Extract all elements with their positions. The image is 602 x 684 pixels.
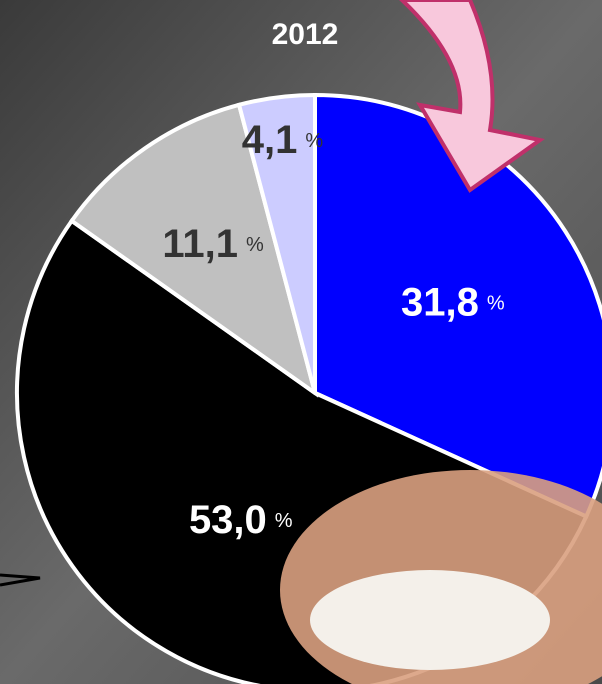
data-label: 11,1%	[162, 222, 264, 266]
pointer	[0, 573, 41, 587]
data-label: 4,1%	[242, 117, 324, 161]
arrow	[399, 0, 545, 193]
unit-label: %	[305, 130, 323, 152]
pie-slice	[68, 102, 319, 398]
paper-family	[310, 570, 550, 670]
value-label: 53,0	[189, 498, 267, 542]
unit-label: %	[275, 510, 293, 532]
chart-title: 2012	[272, 18, 339, 51]
data-label: 31,8%	[401, 280, 505, 324]
value-label: 31,8	[401, 280, 479, 324]
value-label: 11,1	[162, 222, 238, 266]
hands-image	[280, 470, 602, 684]
data-label: 53,0%	[189, 498, 293, 542]
unit-label: %	[246, 234, 264, 256]
pie-slice	[236, 92, 317, 394]
unit-label: %	[487, 293, 505, 315]
value-label: 4,1	[242, 117, 298, 161]
pie-slice	[313, 92, 602, 520]
